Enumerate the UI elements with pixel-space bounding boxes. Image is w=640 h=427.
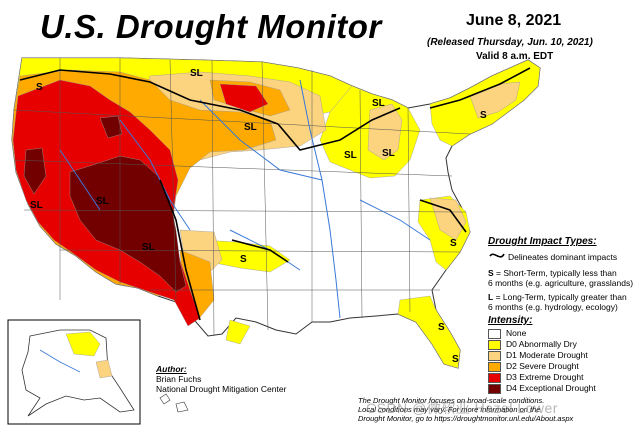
region-label: SL <box>382 148 395 159</box>
region-label: S <box>450 238 457 249</box>
intensity-row-d3: D3 Extreme Drought <box>488 372 638 383</box>
region-label: S <box>438 322 445 333</box>
region-label: S <box>452 354 459 365</box>
footer-note: The Drought Monitor focuses on broad-sca… <box>358 396 628 423</box>
intensity-swatch <box>488 350 501 361</box>
footer-line-1: The Drought Monitor focuses on broad-sca… <box>358 396 545 405</box>
short-term-desc-2: 6 months (e.g. agriculture, grasslands) <box>488 278 634 288</box>
intensity-label: None <box>506 328 527 338</box>
author-name: Brian Fuchs <box>156 374 202 384</box>
footer-line-3: Drought Monitor, go to https://droughtmo… <box>358 414 574 423</box>
map-title: U.S. Drought Monitor <box>40 8 382 45</box>
footer-line-2: Local conditions may vary. For more info… <box>358 405 541 414</box>
impact-lines <box>19 67 531 321</box>
d4-areas <box>23 115 187 293</box>
valid-time: Valid 8 a.m. EDT <box>476 51 554 62</box>
intensity-label: D0 Abnormally Dry <box>506 339 577 349</box>
region-label: S <box>36 82 43 93</box>
intensity-row-d1: D1 Moderate Drought <box>488 350 638 361</box>
long-term-label: L <box>488 292 494 302</box>
intensity-row-d4: D4 Exceptional Drought <box>488 383 638 394</box>
short-term-label: S <box>488 268 494 278</box>
hawaii-inset <box>159 393 189 413</box>
rivers <box>59 79 431 319</box>
region-label: SL <box>96 196 109 207</box>
author-block: Author: Brian Fuchs National Drought Mit… <box>156 364 286 394</box>
region-label: S <box>480 110 487 121</box>
intensity-rows: None D0 Abnormally Dry D1 Moderate Droug… <box>488 328 638 394</box>
impact-legend: Drought Impact Types: Delineates dominan… <box>488 236 638 312</box>
impact-line-sample <box>489 253 505 258</box>
intensity-swatch <box>488 361 501 372</box>
intensity-swatch <box>488 383 501 394</box>
release-date: (Released Thursday, Jun. 10, 2021) <box>427 37 593 48</box>
state-borders <box>13 58 471 337</box>
long-term-desc-1: = Long-Term, typically greater than <box>493 292 627 302</box>
impact-short-term: S = Short-Term, typically less than <box>488 268 638 278</box>
author-heading: Author: <box>156 364 187 374</box>
region-label: SL <box>372 98 385 109</box>
impact-line-desc: Delineates dominant impacts <box>508 252 618 262</box>
map-date: June 8, 2021 <box>466 12 562 29</box>
intensity-label: D2 Severe Drought <box>506 361 579 371</box>
watermark: CSDN @微软亚 Hazel Lower <box>366 400 558 416</box>
intensity-legend-title: Intensity: <box>488 315 533 326</box>
region-label: SL <box>244 122 257 133</box>
region-label: SL <box>30 200 43 211</box>
region-label: SL <box>344 150 357 161</box>
short-term-desc-1: = Short-Term, typically less than <box>493 268 617 278</box>
impact-legend-title: Drought Impact Types: <box>488 236 597 247</box>
intensity-swatch <box>488 372 501 383</box>
intensity-label: D3 Extreme Drought <box>506 372 584 382</box>
intensity-row-none: None <box>488 328 638 339</box>
intensity-label: D1 Moderate Drought <box>506 350 588 360</box>
long-term-desc-2: 6 months (e.g. hydrology, ecology) <box>488 302 618 312</box>
intensity-swatch <box>488 339 501 350</box>
region-label: SL <box>190 68 203 79</box>
intensity-row-d0: D0 Abnormally Dry <box>488 339 638 350</box>
intensity-swatch <box>488 328 501 339</box>
alaska-inset <box>7 319 141 425</box>
intensity-label: D4 Exceptional Drought <box>506 383 596 393</box>
intensity-legend: Intensity: None D0 Abnormally Dry D1 Mod… <box>488 315 638 394</box>
region-labels: S SL SL SL SL SL SL SL SL S S S S S <box>30 68 487 365</box>
region-label: S <box>240 254 247 265</box>
region-label: SL <box>142 242 155 253</box>
impact-long-term: L = Long-Term, typically greater than <box>488 292 638 302</box>
author-org: National Drought Mitigation Center <box>156 384 287 394</box>
intensity-row-d2: D2 Severe Drought <box>488 361 638 372</box>
